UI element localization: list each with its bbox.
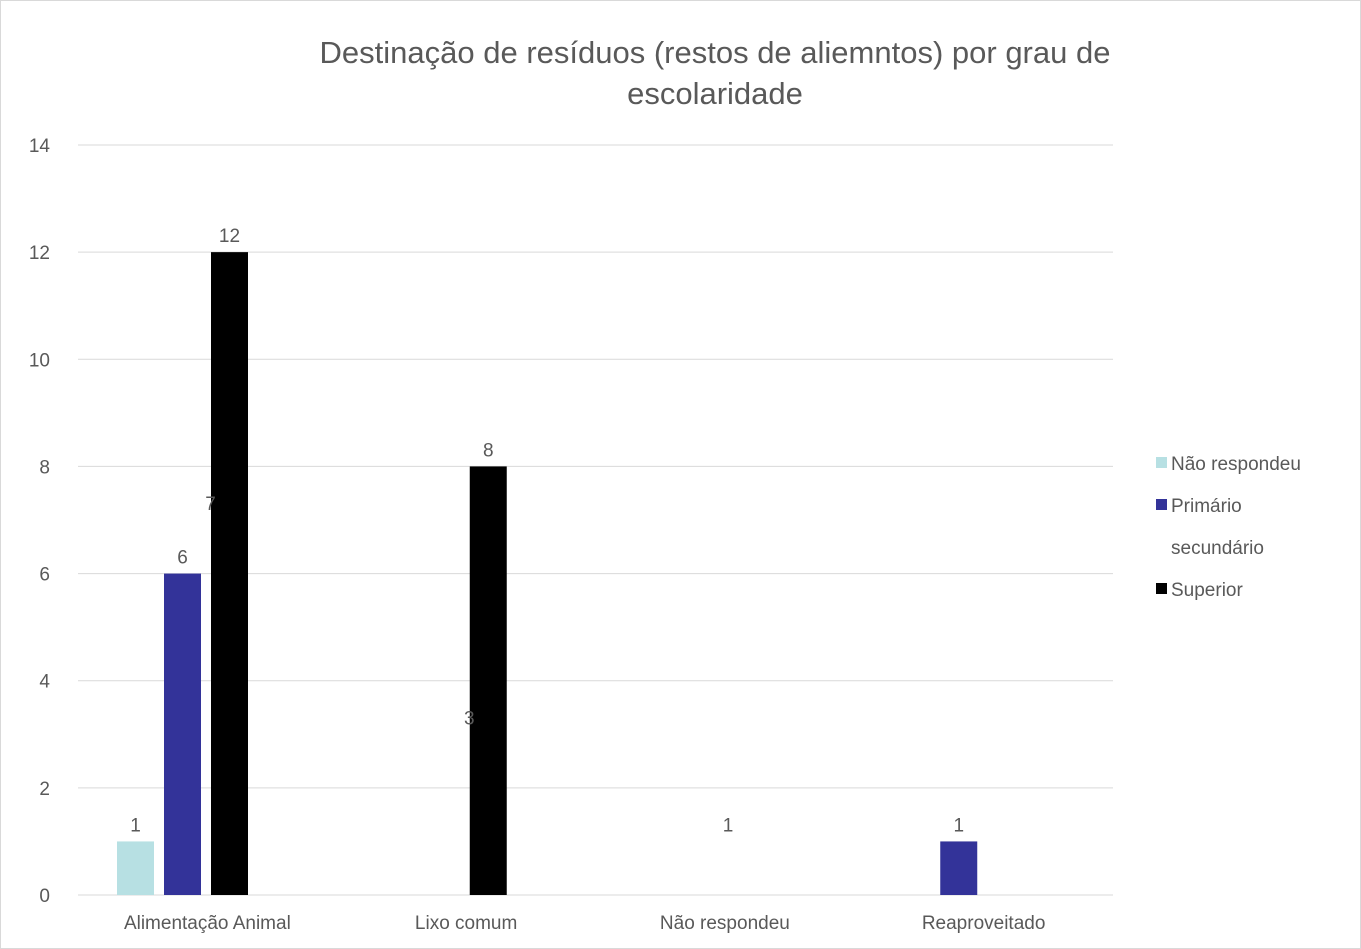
y-tick-label: 0: [39, 886, 50, 907]
legend-label: Superior: [1171, 580, 1243, 601]
data-label: 1: [953, 815, 964, 836]
y-tick-label: 6: [39, 565, 50, 586]
legend-label: Não respondeu: [1171, 454, 1301, 475]
legend-label: Primário: [1171, 496, 1242, 517]
data-label: 8: [483, 440, 494, 461]
legend-swatch: [1156, 457, 1167, 468]
legend-swatch: [1156, 499, 1167, 510]
data-label: 6: [177, 548, 188, 569]
bar-primário-secundário: [940, 841, 978, 895]
y-tick-label: 10: [29, 350, 50, 371]
legend-label: secundário: [1171, 538, 1264, 559]
bar-superior: [469, 466, 507, 895]
y-tick-label: 2: [39, 779, 50, 800]
y-tick-label: 14: [29, 136, 51, 157]
bar-superior: [211, 252, 248, 896]
bar-não-respondeu: [117, 841, 154, 895]
category-label: Alimentação Animal: [124, 913, 291, 934]
data-label: 12: [219, 226, 240, 247]
y-tick-label: 12: [29, 243, 50, 264]
y-tick-label: 4: [39, 672, 50, 693]
data-label: 1: [723, 815, 734, 836]
chart-title: Destinação de resíduos (restos de aliemn…: [319, 35, 1111, 111]
y-tick-label: 8: [39, 457, 50, 478]
data-label: 3: [464, 708, 475, 729]
category-label: Não respondeu: [660, 913, 790, 934]
bar-primário-secundário: [164, 573, 201, 895]
legend-swatch: [1156, 583, 1167, 594]
data-label: 7: [205, 494, 216, 515]
data-label: 1: [130, 815, 141, 836]
category-label: Lixo comum: [415, 913, 517, 934]
category-label: Reaproveitado: [922, 913, 1046, 934]
